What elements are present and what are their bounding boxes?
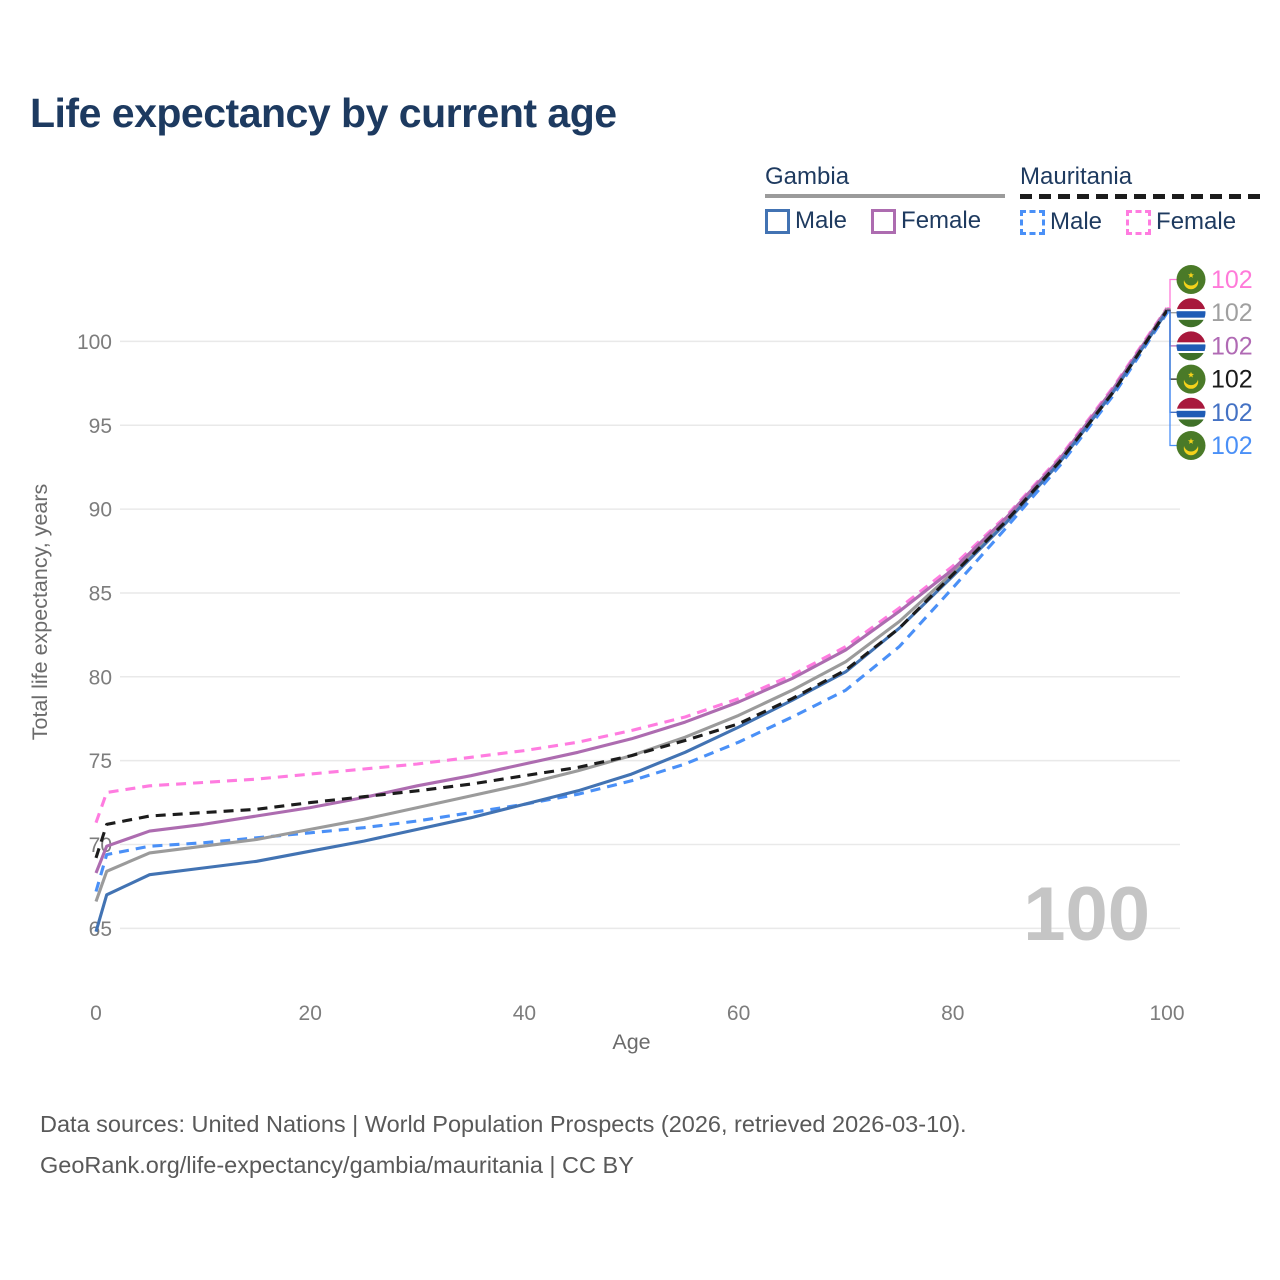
mauritania-flag-icon bbox=[1176, 265, 1206, 294]
x-tick-label: 100 bbox=[1149, 1002, 1184, 1025]
legend-group-mauritania: Mauritania Male Female bbox=[1020, 163, 1261, 236]
legend-header-mauritania[interactable]: Mauritania bbox=[1020, 163, 1133, 190]
end-label-leader-mauritania_male bbox=[1167, 312, 1177, 447]
x-tick-label: 60 bbox=[727, 1002, 750, 1025]
series-line-mauritania_total[interactable] bbox=[94, 309, 1169, 859]
end-label-leader-gambia_male bbox=[1167, 310, 1177, 413]
y-tick-label: 100 bbox=[77, 331, 112, 354]
x-tick-label: 40 bbox=[513, 1002, 536, 1025]
series-line-mauritania_male[interactable] bbox=[94, 312, 1169, 892]
end-label-leader-mauritania_female bbox=[1167, 278, 1177, 309]
gambia-flag-icon bbox=[1176, 331, 1206, 361]
end-label-value-mauritania_female: 102 bbox=[1211, 266, 1253, 294]
series-line-gambia_female[interactable] bbox=[94, 308, 1169, 874]
legend-item-gambia-female[interactable]: Female bbox=[871, 207, 981, 235]
footer: Data sources: United Nations | World Pop… bbox=[40, 1104, 967, 1186]
mauritania-male-swatch-icon bbox=[1020, 209, 1045, 235]
legend-label: Male bbox=[1050, 208, 1103, 235]
x-axis-title: Age bbox=[612, 1030, 650, 1054]
legend-item-gambia-male[interactable]: Male bbox=[765, 207, 847, 235]
y-tick-label: 65 bbox=[89, 918, 112, 941]
x-tick-label: 20 bbox=[299, 1002, 322, 1025]
age-watermark: 100 bbox=[1023, 872, 1150, 957]
y-tick-label: 85 bbox=[89, 582, 112, 605]
x-tick-label: 80 bbox=[941, 1002, 964, 1025]
page-title: Life expectancy by current age bbox=[30, 90, 617, 136]
legend-label: Female bbox=[901, 207, 982, 234]
legend-item-mauritania-female[interactable]: Female bbox=[1126, 208, 1236, 236]
legend-item-mauritania-male[interactable]: Male bbox=[1020, 208, 1102, 236]
y-tick-label: 95 bbox=[89, 415, 112, 438]
legend-label: Female bbox=[1156, 208, 1237, 235]
end-label-value-gambia_total: 102 bbox=[1211, 299, 1253, 327]
legend-underline-solid bbox=[765, 194, 1006, 198]
y-tick-label: 90 bbox=[89, 499, 112, 522]
legend-group-gambia: Gambia Male Female bbox=[765, 163, 1006, 235]
legend-label: Male bbox=[795, 207, 848, 234]
mauritania-female-swatch-icon bbox=[1126, 209, 1152, 235]
mauritania-flag-icon bbox=[1176, 364, 1206, 394]
y-tick-label: 80 bbox=[89, 666, 112, 689]
footer-data-sources: Data sources: United Nations | World Pop… bbox=[40, 1111, 967, 1137]
end-label-value-mauritania_total: 102 bbox=[1211, 366, 1253, 394]
legend-underline-dashed bbox=[1020, 194, 1261, 199]
end-label-value-gambia_female: 102 bbox=[1211, 332, 1253, 360]
mauritania-flag-icon bbox=[1176, 431, 1206, 460]
gambia-flag-icon bbox=[1176, 298, 1206, 328]
end-label-leader-gambia_female bbox=[1167, 308, 1177, 347]
legend-header-gambia[interactable]: Gambia bbox=[765, 163, 850, 190]
y-tick-label: 75 bbox=[89, 750, 112, 773]
gambia-male-swatch-icon bbox=[765, 208, 790, 234]
end-label-value-gambia_male: 102 bbox=[1211, 399, 1253, 427]
end-label-value-mauritania_male: 102 bbox=[1211, 432, 1253, 460]
x-tick-label: 0 bbox=[90, 1002, 102, 1025]
gambia-flag-icon bbox=[1176, 397, 1206, 427]
series-line-mauritania_female[interactable] bbox=[94, 307, 1169, 824]
y-axis-title: Total life expectancy, years bbox=[28, 484, 52, 741]
footer-url: GeoRank.org/life-expectancy/gambia/mauri… bbox=[40, 1152, 634, 1178]
gambia-female-swatch-icon bbox=[871, 208, 897, 234]
series-line-gambia_total[interactable] bbox=[94, 307, 1169, 903]
end-label-leader-mauritania_total bbox=[1167, 309, 1177, 380]
